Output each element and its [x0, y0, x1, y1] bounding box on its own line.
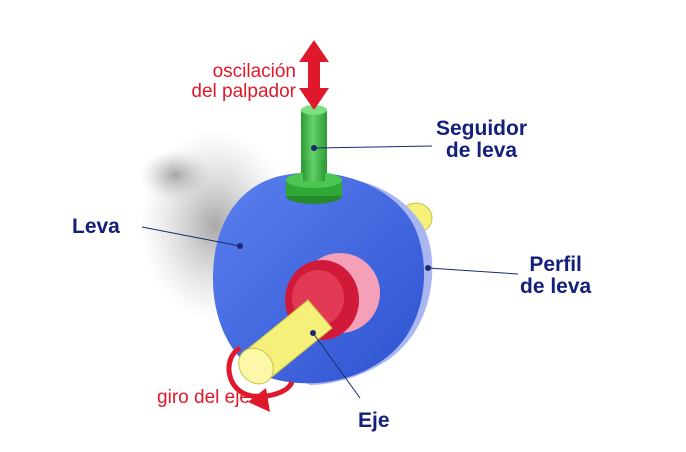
follower-label: Seguidor de leva — [436, 117, 528, 163]
follower-label-line1: Seguidor — [436, 117, 528, 140]
oscillation-label-line1: oscilación — [212, 61, 296, 82]
follower-label-line2: de leva — [445, 139, 518, 163]
oscillation-arrow — [299, 40, 329, 110]
cam-shadow-tail — [140, 150, 210, 200]
shaft-label: Eje — [358, 409, 390, 432]
leader-cam — [141, 226, 241, 247]
profile-label-line1: Perfil — [529, 253, 582, 276]
leader-follower — [313, 145, 433, 149]
leader-profile-dot — [425, 265, 431, 271]
leader-cam-dot — [237, 243, 243, 249]
shaft-rotation-label: giro del eje — [157, 387, 250, 408]
rotation-arrowhead — [248, 388, 270, 412]
cam-label: Leva — [72, 215, 120, 238]
profile-label-line2: de leva — [520, 275, 592, 299]
oscillation-label: oscilación del palpador — [160, 62, 296, 102]
shaft-end — [238, 347, 274, 385]
leader-profile — [427, 267, 519, 275]
rotation-arrow — [226, 345, 295, 399]
profile-label: Perfil de leva — [520, 253, 592, 299]
leader-shaft — [312, 332, 361, 399]
follower-rod-inner — [303, 160, 325, 181]
oscillation-label-line2: del palpador — [191, 80, 296, 102]
